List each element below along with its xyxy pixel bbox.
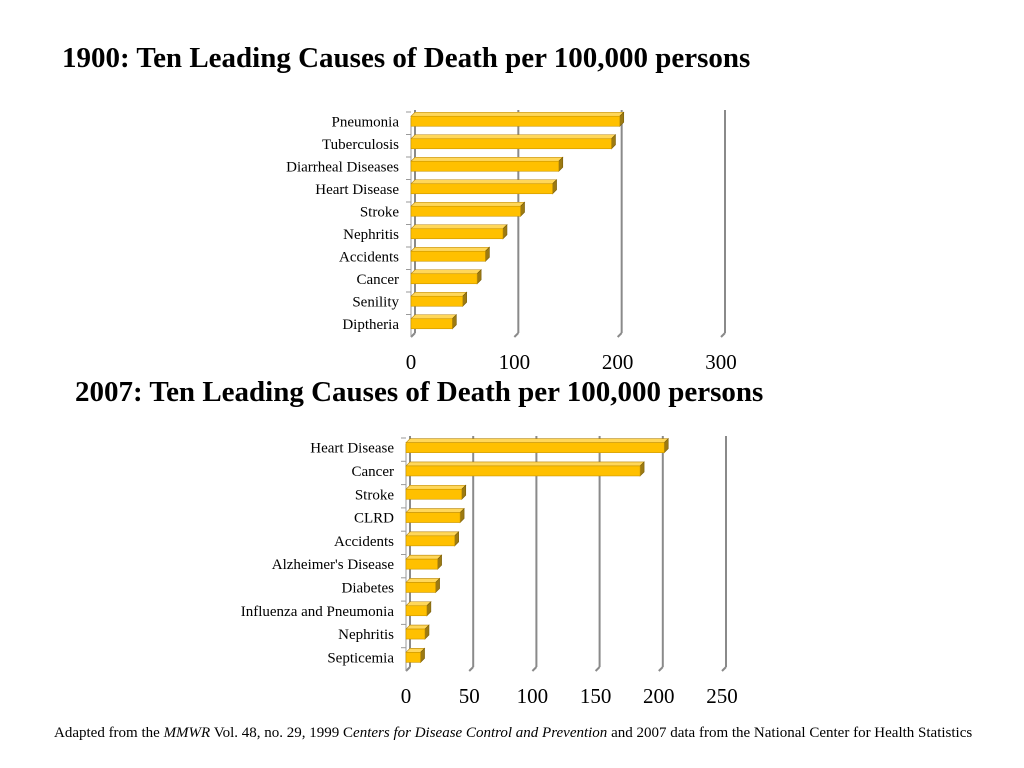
chart-1900-title: 1900: Ten Leading Causes of Death per 10… — [62, 42, 751, 74]
bar-top-1-cancer — [405, 461, 645, 467]
x-tick-label-1-2: 100 — [517, 684, 549, 708]
bar-0-pneumonia — [410, 115, 621, 127]
category-label-1-alzheimer-s-disease: Alzheimer's Disease — [272, 557, 395, 573]
bar-top-0-stroke — [410, 201, 526, 207]
bar-top-0-senility — [410, 291, 468, 297]
x-tick-label-0-1: 100 — [499, 350, 531, 374]
x-tick-label-1-1: 50 — [459, 684, 480, 708]
bar-top-0-heart-disease — [410, 179, 558, 185]
category-label-1-diabetes: Diabetes — [342, 580, 395, 596]
bar-1-septicemia — [405, 652, 421, 663]
bar-1-alzheimer-s-disease — [405, 558, 438, 570]
category-label-0-stroke: Stroke — [360, 204, 400, 220]
bar-0-diarrheal-diseases — [410, 160, 560, 172]
grid-floor-1-5 — [721, 666, 727, 672]
grid-floor-0-0 — [410, 332, 416, 338]
bar-top-0-pneumonia — [410, 111, 625, 117]
category-label-0-pneumonia: Pneumonia — [332, 114, 400, 130]
bar-top-1-heart-disease — [405, 438, 669, 443]
grid-floor-0-1 — [513, 332, 520, 338]
grid-floor-0-3 — [720, 332, 726, 338]
category-label-0-diptheria: Diptheria — [342, 317, 399, 333]
chart-2007-title: 2007: Ten Leading Causes of Death per 10… — [75, 376, 764, 408]
bar-1-cancer — [405, 465, 641, 477]
footnote-agency: enters for Disease Control and Preventio… — [353, 725, 608, 741]
category-label-1-heart-disease: Heart Disease — [310, 441, 394, 457]
grid-floor-0-2 — [616, 332, 623, 338]
category-label-1-stroke: Stroke — [355, 487, 395, 503]
bar-0-heart-disease — [410, 183, 553, 195]
x-tick-label-0-0: 0 — [406, 350, 417, 374]
grid-floor-1-4 — [658, 666, 664, 672]
bar-top-0-accidents — [410, 246, 491, 252]
bar-0-accidents — [410, 250, 486, 262]
bar-top-0-tuberculosis — [410, 134, 617, 140]
bar-1-diabetes — [405, 582, 436, 593]
category-label-0-nephritis: Nephritis — [343, 227, 399, 243]
bar-top-0-diptheria — [410, 314, 458, 320]
bar-top-1-diabetes — [405, 578, 441, 583]
footnote-suffix: and 2007 data from the National Center f… — [607, 725, 973, 741]
chart-1900: Pneumonia Tuberculosis Diarrheal Diseases H… — [286, 110, 737, 374]
grid-floor-1-2 — [531, 666, 538, 672]
category-label-0-accidents: Accidents — [339, 249, 399, 265]
bar-0-stroke — [410, 205, 521, 217]
x-tick-label-0-2: 200 — [602, 350, 634, 374]
category-label-1-cancer: Cancer — [352, 464, 394, 480]
bar-top-1-clrd — [405, 508, 465, 513]
bar-0-cancer — [410, 273, 478, 285]
category-label-0-diarrheal-diseases: Diarrheal Diseases — [286, 159, 399, 175]
bar-1-influenza-and-pneumonia — [405, 605, 428, 617]
category-label-1-septicemia: Septicemia — [327, 650, 394, 666]
bar-0-tuberculosis — [410, 138, 612, 150]
category-label-0-tuberculosis: Tuberculosis — [322, 137, 399, 153]
category-label-1-nephritis: Nephritis — [338, 627, 394, 643]
bar-top-1-alzheimer-s-disease — [405, 554, 443, 560]
category-label-0-senility: Senility — [352, 294, 399, 310]
bar-1-stroke — [405, 488, 463, 500]
grid-floor-1-3 — [594, 666, 601, 672]
bar-top-1-accidents — [405, 531, 460, 537]
bar-top-0-cancer — [410, 269, 482, 275]
bar-1-nephritis — [405, 628, 426, 640]
grid-floor-1-1 — [468, 666, 474, 672]
footnote-journal: MMWR — [163, 725, 211, 741]
bar-0-senility — [410, 295, 463, 307]
bar-top-0-diarrheal-diseases — [410, 156, 564, 162]
bar-0-diptheria — [410, 318, 453, 330]
category-label-1-accidents: Accidents — [334, 534, 394, 550]
footnote-prefix: Adapted from the — [54, 725, 164, 741]
footnote-middle: Vol. 48, no. 29, 1999 C — [210, 725, 354, 741]
source-footnote: Adapted from the MMWR Vol. 48, no. 29, 1… — [54, 724, 984, 742]
bar-1-accidents — [405, 535, 455, 547]
x-tick-label-0-3: 300 — [705, 350, 737, 374]
category-label-1-clrd: CLRD — [354, 511, 394, 527]
x-tick-label-1-3: 150 — [580, 684, 612, 708]
x-tick-label-1-4: 200 — [643, 684, 675, 708]
category-label-0-heart-disease: Heart Disease — [315, 182, 399, 198]
category-label-0-cancer: Cancer — [357, 272, 399, 288]
bar-top-1-stroke — [405, 484, 467, 490]
bar-top-0-nephritis — [410, 224, 508, 230]
bar-1-heart-disease — [405, 442, 665, 453]
bar-0-nephritis — [410, 228, 504, 240]
x-tick-label-1-5: 250 — [706, 684, 738, 708]
x-tick-label-1-0: 0 — [401, 684, 412, 708]
bar-1-clrd — [405, 512, 461, 523]
grid-floor-1-0 — [405, 666, 411, 672]
category-label-1-influenza-and-pneumonia: Influenza and Pneumonia — [241, 604, 395, 620]
chart-2007: Heart Disease Cancer Stroke CLRD Accidents Al… — [241, 436, 738, 708]
